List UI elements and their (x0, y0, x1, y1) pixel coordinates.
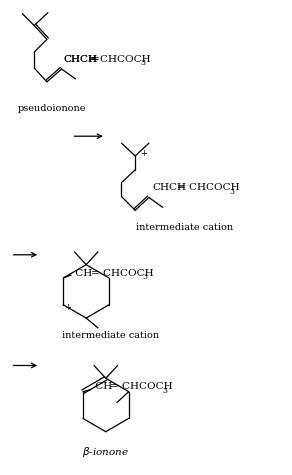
Text: intermediate cation: intermediate cation (136, 223, 233, 232)
Text: ═: ═ (89, 55, 102, 64)
Text: = CHCOCH: = CHCOCH (91, 268, 153, 277)
Text: +: + (140, 150, 147, 159)
Text: CHCH: CHCH (64, 55, 98, 64)
Text: = CHCOCH: = CHCOCH (110, 382, 173, 391)
Text: CHCH: CHCH (64, 55, 98, 64)
Text: 3: 3 (143, 273, 148, 281)
Text: 3: 3 (162, 387, 167, 395)
Text: $\beta$-ionone: $\beta$-ionone (82, 446, 129, 459)
Text: = CHCOCH: = CHCOCH (178, 183, 240, 192)
Text: 3: 3 (140, 59, 145, 67)
Text: pseudoionone: pseudoionone (18, 104, 86, 113)
Text: = CHCOCH: = CHCOCH (88, 55, 151, 64)
Text: CH: CH (72, 268, 92, 277)
Text: CH: CH (92, 382, 112, 391)
Text: CHCH: CHCH (152, 183, 186, 192)
Text: +: + (64, 303, 71, 312)
Text: 3: 3 (230, 188, 234, 196)
Text: intermediate cation: intermediate cation (62, 332, 159, 340)
